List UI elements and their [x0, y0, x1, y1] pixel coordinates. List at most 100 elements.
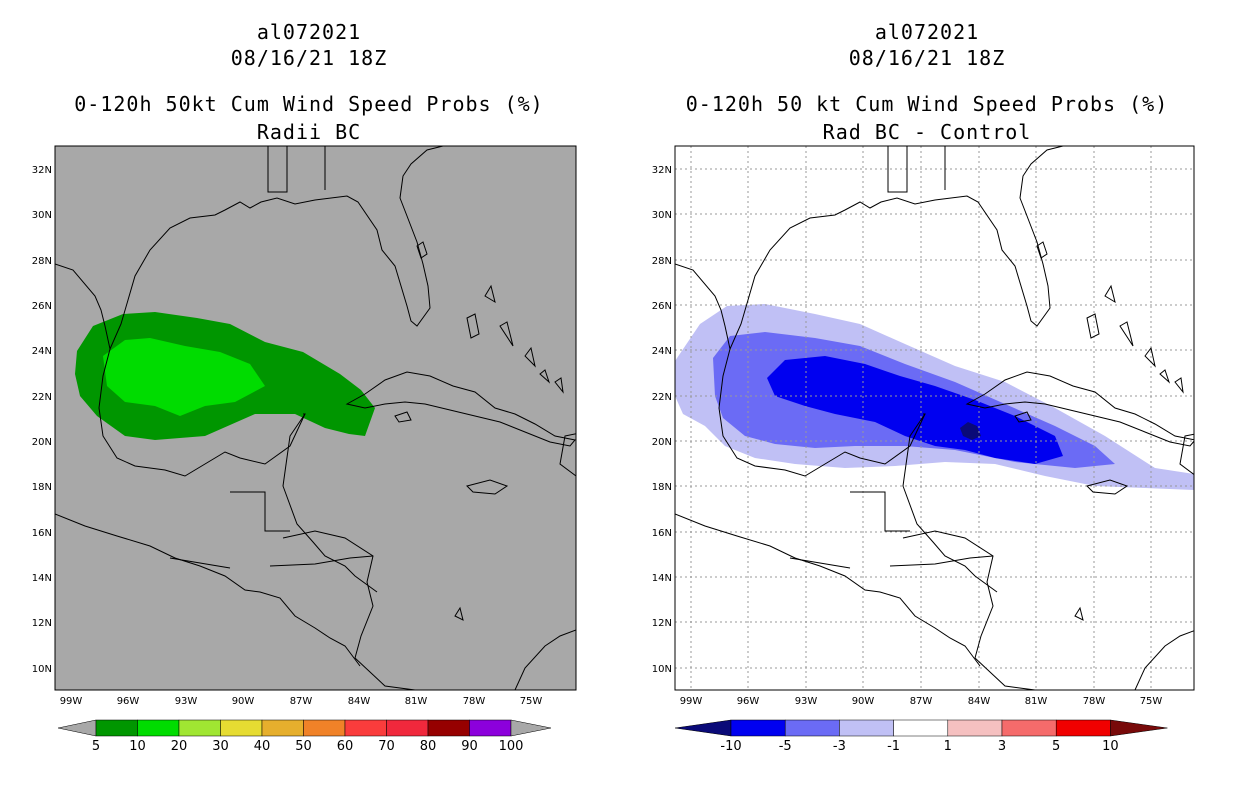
right-colorbar-label: -5 [779, 739, 792, 754]
right-lat-label: 12N [652, 618, 672, 629]
right-colorbar-label: -10 [720, 739, 741, 754]
left-colorbar-swatch [178, 719, 221, 737]
left-colorbar-swatch [386, 719, 429, 737]
left-colorbar-swatch [220, 719, 263, 737]
left-colorbar-swatch [261, 719, 304, 737]
left-lat-label: 30N [32, 210, 52, 221]
left-colorbar-swatch [427, 719, 470, 737]
left-axis-labels: 32N 30N 28N 26N 24N 22N 20N 18N 16N 14N 12N 10N 99W 9… [32, 165, 543, 707]
left-lat-label: 10N [32, 664, 52, 675]
left-lat-label: 28N [32, 256, 52, 267]
left-lat-label: 14N [32, 573, 52, 584]
right-lat-label: 18N [652, 482, 672, 493]
right-colorbar-low-triangle [674, 719, 732, 737]
right-lat-label: 30N [652, 210, 672, 221]
left-lon-label: 93W [175, 696, 198, 707]
left-prob-contour-10-20 [103, 338, 265, 416]
left-lon-label: 81W [405, 696, 428, 707]
left-product-title: 0-120h 50kt Cum Wind Speed Probs (%) [74, 92, 544, 116]
right-lon-label: 93W [795, 696, 818, 707]
right-diff-contour-below-neg10 [960, 422, 981, 440]
left-colorbar-swatch [469, 719, 512, 737]
right-colorbar-swatch [784, 719, 840, 737]
right-axis-labels: 32N 30N 28N 26N 24N 22N 20N 18N 16N 14N 12N 10N 99W 9… [652, 165, 1163, 707]
right-colorbar-swatch [947, 719, 1003, 737]
left-lon-label: 84W [348, 696, 371, 707]
right-lon-label: 78W [1083, 696, 1106, 707]
right-lat-label: 32N [652, 165, 672, 176]
right-colorbar-high-triangle [1110, 719, 1168, 737]
left-lon-label: 99W [60, 696, 83, 707]
left-datetime: 08/16/21 18Z [230, 46, 388, 70]
left-lat-label: 22N [32, 392, 52, 403]
left-colorbar-label: 100 [499, 739, 524, 754]
right-lon-label: 90W [852, 696, 875, 707]
left-colorbar-label: 5 [92, 739, 100, 754]
left-colorbar-label: 90 [461, 739, 478, 754]
left-storm-id: al072021 [256, 20, 362, 44]
right-map-panel [674, 145, 1195, 691]
left-lat-label: 32N [32, 165, 52, 176]
left-lat-label: 26N [32, 301, 52, 312]
left-lon-label: 87W [290, 696, 313, 707]
right-colorbar-swatch [730, 719, 786, 737]
right-lat-label: 22N [652, 392, 672, 403]
right-lat-label: 10N [652, 664, 672, 675]
right-lat-label: 16N [652, 528, 672, 539]
right-colorbar-label: 10 [1102, 739, 1119, 754]
left-lat-label: 12N [32, 618, 52, 629]
right-lon-label: 87W [910, 696, 933, 707]
right-lat-label: 14N [652, 573, 672, 584]
left-lon-label: 78W [463, 696, 486, 707]
left-lat-label: 24N [32, 346, 52, 357]
left-lat-label: 16N [32, 528, 52, 539]
left-colorbar-swatch [303, 719, 346, 737]
right-lat-label: 26N [652, 301, 672, 312]
right-lat-label: 20N [652, 437, 672, 448]
right-diff-contour-neg5-neg10 [767, 356, 1063, 464]
left-subtitle: Radii BC [256, 120, 362, 144]
left-lon-label: 96W [117, 696, 140, 707]
right-colorbar-swatch [1001, 719, 1057, 737]
left-colorbar-high-triangle [510, 719, 552, 737]
right-lon-label: 81W [1025, 696, 1048, 707]
left-map-panel [54, 145, 577, 691]
left-lon-label: 75W [520, 696, 543, 707]
right-colorbar-label: 1 [944, 739, 952, 754]
right-storm-id: al072021 [874, 20, 980, 44]
left-lon-label: 90W [232, 696, 255, 707]
right-lon-label: 99W [680, 696, 703, 707]
left-colorbar-label: 20 [171, 739, 188, 754]
right-colorbar-label: -1 [887, 739, 900, 754]
right-lat-label: 28N [652, 256, 672, 267]
left-lat-label: 18N [32, 482, 52, 493]
right-colorbar-label: 5 [1052, 739, 1060, 754]
right-colorbar-swatch [1055, 719, 1111, 737]
right-colorbar-swatch [893, 719, 949, 737]
left-colorbar-swatch [95, 719, 138, 737]
left-colorbar-low-triangle [57, 719, 97, 737]
left-colorbar-label: 30 [212, 739, 229, 754]
right-lat-label: 24N [652, 346, 672, 357]
left-colorbar-swatch [137, 719, 180, 737]
right-subtitle: Rad BC - Control [822, 120, 1032, 144]
left-colorbar-label: 10 [129, 739, 146, 754]
right-map-frame [674, 145, 1195, 691]
left-colorbar-label: 50 [295, 739, 312, 754]
right-colorbar: -10 -5 -3 -1 1 3 5 10 [674, 719, 1168, 754]
left-colorbar-label: 40 [254, 739, 271, 754]
left-map-frame [54, 145, 577, 691]
left-colorbar-label: 70 [378, 739, 395, 754]
left-colorbar-swatch [344, 719, 387, 737]
right-colorbar-swatch [839, 719, 894, 737]
left-colorbar-label: 80 [420, 739, 437, 754]
right-lon-label: 75W [1140, 696, 1163, 707]
right-datetime: 08/16/21 18Z [848, 46, 1006, 70]
right-lon-label: 96W [737, 696, 760, 707]
right-lon-label: 84W [968, 696, 991, 707]
right-product-title: 0-120h 50 kt Cum Wind Speed Probs (%) [685, 92, 1169, 116]
left-lat-label: 20N [32, 437, 52, 448]
right-colorbar-label: -3 [833, 739, 846, 754]
left-colorbar: 5 10 20 30 40 50 60 70 80 90 100 [57, 719, 552, 754]
